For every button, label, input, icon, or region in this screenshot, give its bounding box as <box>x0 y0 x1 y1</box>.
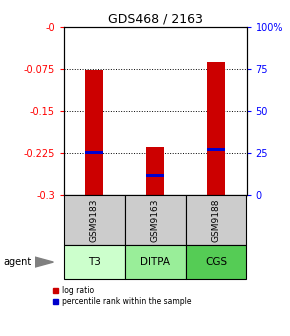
Text: GSM9188: GSM9188 <box>211 198 221 242</box>
Bar <box>186 195 246 245</box>
Bar <box>125 245 186 279</box>
Bar <box>64 245 125 279</box>
Bar <box>186 245 246 279</box>
Text: agent: agent <box>3 257 31 267</box>
Bar <box>146 174 164 177</box>
Text: DITPA: DITPA <box>140 257 170 267</box>
Legend: log ratio, percentile rank within the sample: log ratio, percentile rank within the sa… <box>53 286 191 306</box>
Polygon shape <box>35 257 53 267</box>
Bar <box>207 62 225 195</box>
Text: GSM9163: GSM9163 <box>151 198 160 242</box>
Bar <box>125 195 186 245</box>
Text: CGS: CGS <box>205 257 227 267</box>
Bar <box>85 151 103 154</box>
Bar <box>64 195 125 245</box>
Text: GSM9183: GSM9183 <box>90 198 99 242</box>
Title: GDS468 / 2163: GDS468 / 2163 <box>108 13 203 26</box>
Bar <box>146 147 164 195</box>
Bar <box>207 148 225 151</box>
Bar <box>85 70 103 195</box>
Text: T3: T3 <box>88 257 101 267</box>
